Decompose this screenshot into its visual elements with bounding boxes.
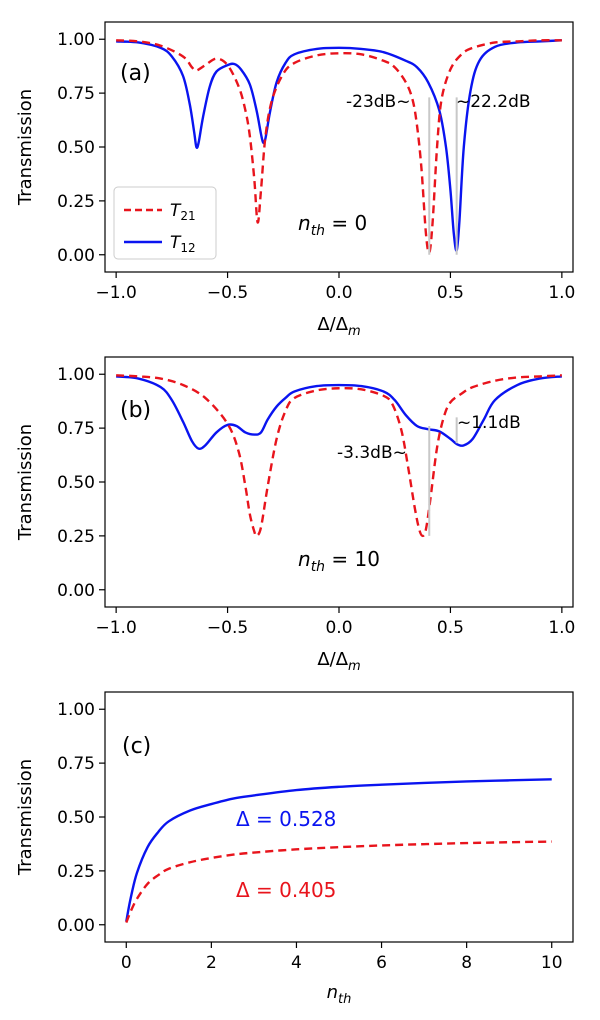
x-tick-label-b-1: −0.5 <box>207 618 248 638</box>
annotation-b-left: -3.3dB~ <box>337 443 407 463</box>
x-tick-label-a-3: 0.5 <box>437 283 464 303</box>
y-tick-label-c-4: 1.00 <box>57 700 95 720</box>
nth-b-sub: th <box>311 559 325 575</box>
annotation-a-left: -23dB~ <box>346 92 410 112</box>
nth-b-n: n <box>298 547 311 571</box>
x-tick-label-c-2: 4 <box>291 953 302 973</box>
y-tick-label-b-2: 0.50 <box>57 473 95 493</box>
legend-t21-sub: 21 <box>180 209 195 223</box>
x-tick-label-a-4: 1.0 <box>548 283 575 303</box>
series-line-a-t21 <box>116 39 562 255</box>
x-tick-label-c-1: 2 <box>206 953 217 973</box>
x-tick-label-b-0: −1.0 <box>96 618 137 638</box>
panel-label-b: (b) <box>120 398 151 423</box>
x-tick-label-a-0: −1.0 <box>96 283 137 303</box>
y-tick-label-c-2: 0.50 <box>57 808 95 828</box>
nth-a-value: = 0 <box>325 211 367 235</box>
y-tick-label-b-0: 0.00 <box>57 581 95 601</box>
y-tick-label-c-1: 0.25 <box>57 862 95 882</box>
panel-b: −1.0 −0.5 0.0 0.5 1.0 0.00 0.25 0.50 0.75 1.00 (b… <box>15 356 575 674</box>
x-tick-label-a-1: −0.5 <box>207 283 248 303</box>
nth-a-sub: th <box>311 223 325 239</box>
x-tick-label-a-2: 0.0 <box>325 283 352 303</box>
panel-label-a: (a) <box>120 61 151 86</box>
series-c <box>125 778 552 924</box>
x-tick-label-c-4: 8 <box>461 953 472 973</box>
legend-label-t12: T12 <box>170 233 196 255</box>
series-line-c-0405 <box>125 840 552 924</box>
panel-c: 0 2 4 6 8 10 0.00 0.25 0.50 0.75 1.00 (c) Δ = 0.52… <box>15 691 574 1007</box>
nth-label-a: nth = 0 <box>298 211 367 239</box>
series-a <box>116 39 562 255</box>
series-line-c-0528 <box>125 778 552 922</box>
x-axis-label-b: Δ/Δm <box>317 649 360 674</box>
series-b <box>116 374 562 538</box>
x-tick-label-c-0: 0 <box>121 953 132 973</box>
x-label-b-sub: m <box>348 659 361 674</box>
y-tick-label-b-3: 0.75 <box>57 419 95 439</box>
nth-label-b: nth = 10 <box>298 547 380 575</box>
annotation-b-right: ~1.1dB <box>457 413 521 433</box>
y-tick-label-a-0: 0.00 <box>57 246 95 266</box>
y-tick-label-a-3: 0.75 <box>57 84 95 104</box>
y-axis-label-a: Transmission <box>15 89 36 206</box>
vlines-b <box>428 417 458 536</box>
y-tick-label-c-0: 0.00 <box>57 916 95 936</box>
y-tick-label-a-1: 0.25 <box>57 192 95 212</box>
y-tick-label-c-3: 0.75 <box>57 754 95 774</box>
series-label-c-red: Δ = 0.405 <box>236 878 336 902</box>
series-line-b-t12 <box>116 375 562 450</box>
x-tick-label-c-5: 10 <box>541 953 563 973</box>
legend-t12-sub: 12 <box>180 241 195 255</box>
x-label-c-main: n <box>327 982 338 1003</box>
x-tick-label-c-3: 6 <box>376 953 387 973</box>
x-tick-label-b-2: 0.0 <box>325 618 352 638</box>
ticks-a: −1.0 −0.5 0.0 0.5 1.0 0.00 0.25 0.50 0.75 1.00 <box>57 30 575 303</box>
y-tick-label-b-1: 0.25 <box>57 527 95 547</box>
x-label-a-main: Δ/Δ <box>317 314 348 335</box>
series-label-c-blue: Δ = 0.528 <box>236 807 336 831</box>
y-axis-label-c: Transmission <box>15 759 36 876</box>
y-tick-label-b-4: 1.00 <box>57 365 95 385</box>
x-tick-label-b-4: 1.0 <box>548 618 575 638</box>
legend-t12-main: T <box>170 233 182 253</box>
x-axis-label-c: nth <box>327 982 352 1007</box>
vlines-a <box>428 97 458 255</box>
x-axis-label-a: Δ/Δm <box>317 314 360 339</box>
annotation-a-right: ~22.2dB <box>456 92 531 112</box>
y-tick-label-a-2: 0.50 <box>57 138 95 158</box>
x-label-a-sub: m <box>348 324 361 339</box>
panel-a: −1.0 −0.5 0.0 0.5 1.0 0.00 0.25 0.50 0.75 1.00 (a… <box>15 21 575 339</box>
ticks-c: 0 2 4 6 8 10 0.00 0.25 0.50 0.75 1.00 <box>57 700 562 973</box>
series-line-a-t12 <box>116 39 562 252</box>
x-label-c-sub: th <box>338 992 351 1007</box>
y-axis-label-b: Transmission <box>15 424 36 541</box>
legend-box <box>113 186 217 260</box>
legend-t21-main: T <box>170 201 182 221</box>
ticks-b: −1.0 −0.5 0.0 0.5 1.0 0.00 0.25 0.50 0.75 1.00 <box>57 365 575 638</box>
panel-label-c: (c) <box>122 734 151 759</box>
nth-b-value: = 10 <box>325 547 380 571</box>
legend-label-t21: T21 <box>170 201 196 223</box>
series-line-b-t21 <box>116 374 562 538</box>
nth-a-n: n <box>298 211 311 235</box>
x-tick-label-b-3: 0.5 <box>437 618 464 638</box>
x-label-b-main: Δ/Δ <box>317 649 348 670</box>
legend: T21 T12 <box>113 186 217 260</box>
y-tick-label-a-4: 1.00 <box>57 30 95 50</box>
